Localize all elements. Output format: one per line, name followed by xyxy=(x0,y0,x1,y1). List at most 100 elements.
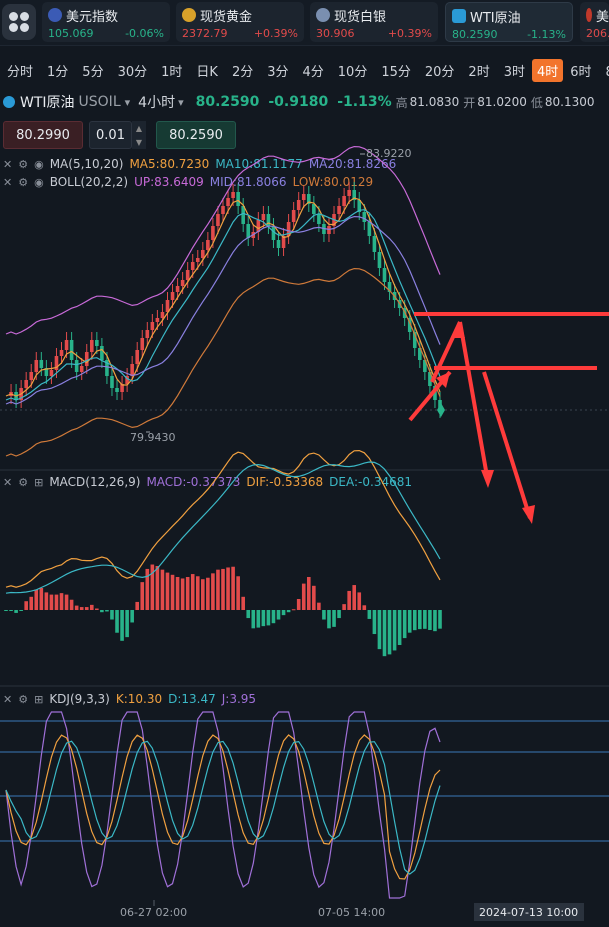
macd-bar xyxy=(185,577,190,610)
period-dropdown-icon[interactable]: ▾ xyxy=(178,95,184,109)
macd-bar xyxy=(34,589,39,610)
tab-timeframe-1[interactable]: 1分 xyxy=(47,64,69,80)
ticker-spot-silver[interactable]: 现货白银 30.906 +0.39% xyxy=(310,2,438,42)
tab-timeframe-15[interactable]: 6时 xyxy=(570,64,592,80)
macd-bar xyxy=(180,578,185,610)
macd-bar xyxy=(276,610,281,620)
chevron-down-icon[interactable]: ▼ xyxy=(135,137,143,147)
low-value: 80.1300 xyxy=(544,95,595,109)
current-price-marker xyxy=(437,403,445,417)
gear-icon[interactable]: ⚙ xyxy=(18,692,29,706)
macd-bar xyxy=(226,567,230,610)
macd-bar xyxy=(64,594,69,610)
chevron-up-icon[interactable]: ▲ xyxy=(135,123,143,133)
candle-body xyxy=(276,240,281,248)
ticker-wti-oil[interactable]: WTI原油 80.2590 -1.13% xyxy=(445,2,573,42)
macd-bar xyxy=(160,569,165,610)
gear-icon[interactable]: ⚙ xyxy=(18,157,29,171)
sell-button[interactable]: 80.2990 xyxy=(3,121,83,149)
candle-body xyxy=(241,206,245,224)
symbol-name[interactable]: WTI原油 xyxy=(20,95,75,111)
candle-body xyxy=(59,350,64,356)
macd-bar xyxy=(312,585,316,610)
macd-bar xyxy=(135,601,140,610)
macd-bar xyxy=(206,577,210,610)
macd-bar xyxy=(362,605,367,610)
macd-bar xyxy=(155,566,160,610)
candle-body xyxy=(110,376,114,388)
macd-bar xyxy=(125,610,129,638)
us-flag-icon xyxy=(48,8,62,22)
tab-timeframe-14[interactable]: 4时 xyxy=(531,58,564,82)
ticker-bar: 美元指数 105.069 -0.06% 现货黄金 2372.79 +0.39% 现货… xyxy=(0,0,609,46)
close-icon[interactable]: ✕ xyxy=(3,475,13,489)
eye-icon[interactable]: ◉ xyxy=(34,175,44,189)
candle-body xyxy=(74,360,79,372)
crosshair-time-badge xyxy=(474,903,584,921)
macd-bar xyxy=(337,610,341,619)
candle-body xyxy=(190,262,195,270)
close-icon[interactable]: ✕ xyxy=(3,175,13,189)
macd-bar xyxy=(211,573,215,610)
expand-icon[interactable]: ⊞ xyxy=(34,475,44,489)
kdj-legend: ✕ ⚙ ⊞ KDJ(9,3,3) K:10.30 D:13.47 J:3.95 xyxy=(3,692,257,706)
macd-bar xyxy=(216,569,220,610)
macd-bar xyxy=(382,610,387,657)
candle-body xyxy=(216,214,220,226)
gear-icon[interactable]: ⚙ xyxy=(18,475,29,489)
macd-bar xyxy=(438,610,442,629)
macd-bar xyxy=(322,610,326,620)
tab-timeframe-4[interactable]: 1时 xyxy=(161,64,183,80)
tab-timeframe-11[interactable]: 20分 xyxy=(424,64,455,80)
tab-timeframe-12[interactable]: 2时 xyxy=(468,64,490,80)
candle-body xyxy=(39,360,44,368)
period-selector[interactable]: 4小时 xyxy=(138,95,176,111)
macd-bar xyxy=(271,610,276,624)
macd-bar xyxy=(397,610,402,645)
candle-body xyxy=(195,258,200,262)
candle-body xyxy=(372,236,377,252)
macd-bar xyxy=(110,610,114,620)
lot-size-input[interactable]: 0.01 xyxy=(89,121,132,149)
tab-timeframe-10[interactable]: 15分 xyxy=(381,64,411,80)
tab-timeframe-2[interactable]: 5分 xyxy=(82,64,104,80)
symbol-dropdown-icon[interactable]: ▾ xyxy=(124,95,131,109)
macd-bar xyxy=(418,610,422,630)
candle-body xyxy=(221,206,225,214)
boll-legend: ✕ ⚙ ◉ BOLL(20,2,2) UP:83.6409 MID:81.8066 … xyxy=(3,175,374,189)
macd-bar xyxy=(79,607,84,610)
expand-icon[interactable]: ⊞ xyxy=(34,692,44,706)
macd-bar xyxy=(296,599,301,610)
tab-timeframe-3[interactable]: 30分 xyxy=(117,64,148,80)
lot-stepper[interactable]: ▲ ▼ xyxy=(132,121,146,149)
gear-icon[interactable]: ⚙ xyxy=(18,175,29,189)
eye-icon[interactable]: ◉ xyxy=(34,157,44,171)
ticker-dollar-index[interactable]: 美元指数 105.069 -0.06% xyxy=(42,2,170,42)
ticker-us-stock[interactable]: 美 206. xyxy=(580,2,609,42)
candle-body xyxy=(165,300,170,312)
candle-body xyxy=(286,222,291,236)
tab-timeframe-7[interactable]: 3分 xyxy=(267,64,289,80)
kdj-d-line xyxy=(5,740,441,875)
tab-timeframe-16[interactable]: 8时 xyxy=(599,61,609,80)
tab-timeframe-9[interactable]: 10分 xyxy=(337,64,368,80)
tab-timeframe-0[interactable]: 分时 xyxy=(7,64,34,80)
close-icon[interactable]: ✕ xyxy=(3,692,13,706)
tab-timeframe-13[interactable]: 3时 xyxy=(503,64,525,80)
buy-button[interactable]: 80.2590 xyxy=(156,121,236,149)
candle-body xyxy=(24,380,28,388)
close-icon[interactable]: ✕ xyxy=(3,157,13,171)
macd-bar xyxy=(402,610,407,639)
ticker-spot-gold[interactable]: 现货黄金 2372.79 +0.39% xyxy=(176,2,304,42)
macd-bar xyxy=(9,610,13,611)
macd-bar xyxy=(236,576,240,610)
candle-body xyxy=(211,226,215,240)
tab-timeframe-5[interactable]: 日K xyxy=(196,64,218,80)
apps-icon[interactable] xyxy=(2,4,36,40)
macd-bar xyxy=(377,610,382,650)
candle-body xyxy=(342,196,346,206)
macd-bar xyxy=(407,610,412,633)
tab-timeframe-8[interactable]: 4分 xyxy=(302,64,324,80)
tab-timeframe-6[interactable]: 2分 xyxy=(231,64,254,80)
